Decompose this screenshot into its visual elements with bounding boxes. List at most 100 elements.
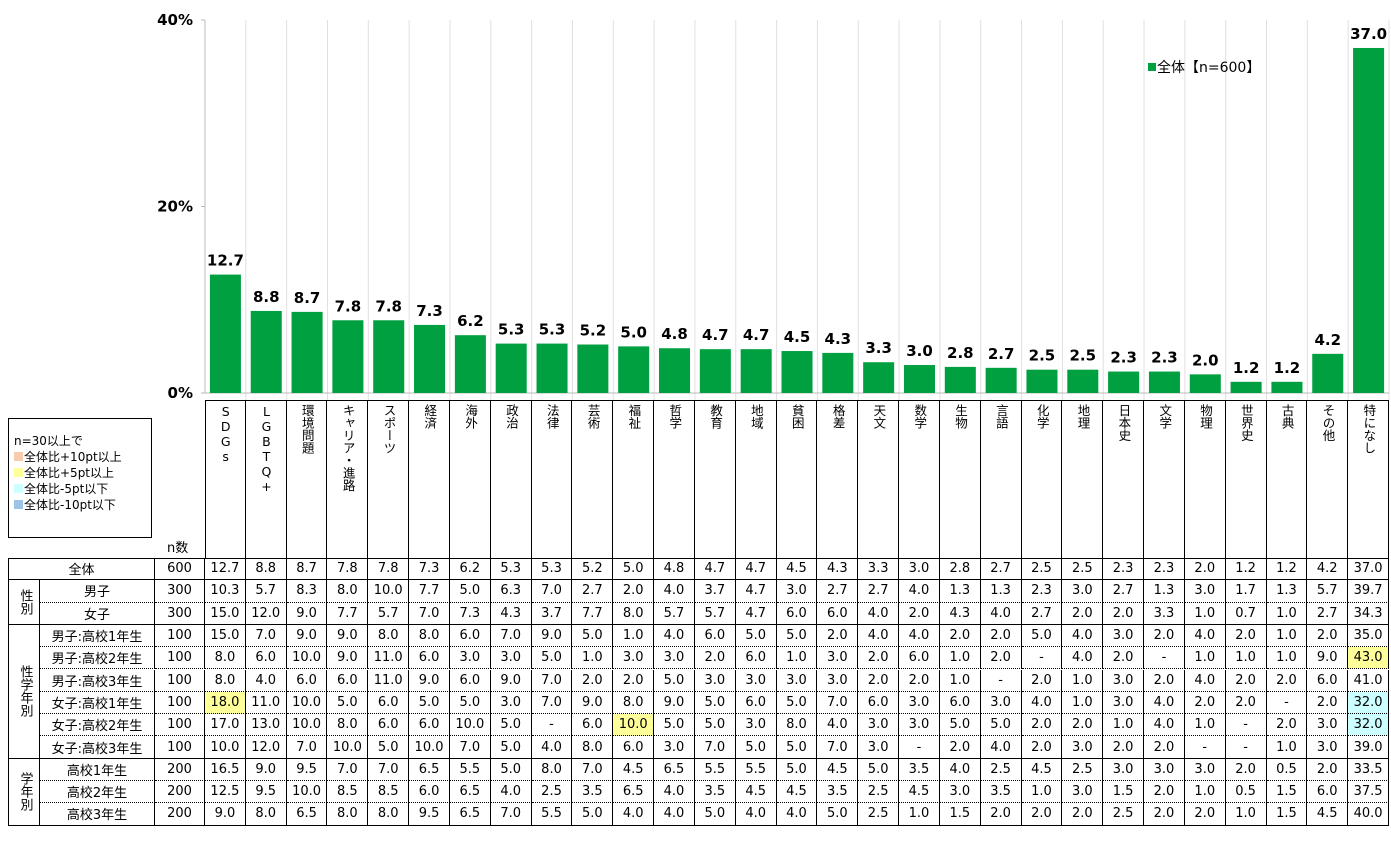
data-cell: 5.5 [694,758,736,781]
data-cell: 12.7 [205,558,246,581]
category-label: 文学 [1157,404,1173,429]
category-cell: 特になし [1348,400,1389,558]
data-cell: 5.0 [531,647,573,670]
data-cell: 8.0 [409,624,450,648]
value-label: 1.2 [1274,359,1301,377]
group-label: 性学年別 [17,665,33,718]
n-cell: 100 [155,669,205,692]
data-cell: 9.0 [1307,647,1349,670]
data-cell: 3.0 [1103,624,1145,648]
category-label: 地域 [748,404,764,429]
data-cell: 7.0 [368,758,410,781]
category-label: 哲学 [667,404,683,429]
data-cell: 7.7 [327,602,369,625]
data-cell: 6.5 [409,758,450,781]
data-cell: 10.0 [286,647,328,670]
data-cell: 2.0 [1144,624,1185,648]
category-cell: 世界史 [1226,400,1267,558]
data-cell: 5.0 [368,736,410,759]
data-cell: 33.5 [1348,758,1389,781]
data-cell: 8.0 [368,803,410,826]
data-cell: 7.7 [409,580,450,603]
category-cell: SDGs [205,400,246,558]
category-label: その他 [1320,404,1336,442]
legend-swatch [14,452,23,461]
n-cell: 100 [155,691,205,715]
data-cell: 6.3 [490,580,532,603]
data-cell: 4.0 [776,803,818,826]
data-cell: 7.8 [368,558,410,581]
value-label: 12.7 [207,252,244,270]
data-cell: 2.0 [1307,691,1349,715]
data-cell: 1.0 [1062,669,1104,692]
data-cell: 7.0 [286,736,328,759]
data-cell: 2.0 [1144,803,1185,826]
data-cell: 5.0 [654,714,695,737]
data-cell: 9.5 [286,758,328,781]
data-cell: 7.0 [694,736,736,759]
data-cell: 10.0 [613,714,655,737]
category-cell: その他 [1307,400,1349,558]
bar [944,366,976,393]
bar [291,311,323,393]
bar [577,344,609,393]
row-label: 男子:高校2年生 [40,647,155,670]
data-cell: 17.0 [205,714,246,737]
category-cell: 格差 [817,400,859,558]
data-cell: 2.5 [1103,803,1145,826]
row-label: 高校1年生 [40,758,155,781]
data-cell: 1.0 [1266,624,1308,648]
data-cell: 8.0 [572,736,614,759]
category-cell: キャリア・進路 [327,400,369,558]
data-cell: 8.0 [327,714,369,737]
data-cell: - [1266,691,1308,715]
data-cell: 7.7 [572,602,614,625]
data-cell: 6.0 [735,647,777,670]
value-label: 4.2 [1314,331,1341,349]
data-cell: 2.0 [1307,624,1349,648]
bar [903,365,935,393]
data-cell: 2.0 [1225,691,1267,715]
category-cell: 福祉 [613,400,655,558]
data-cell: 5.7 [245,580,287,603]
data-cell: 8.5 [368,781,410,804]
data-cell: 1.0 [572,647,614,670]
data-cell: 3.0 [1103,758,1145,781]
data-cell: 2.0 [1062,714,1104,737]
data-cell: 6.0 [286,669,328,692]
legend-swatch [14,484,23,493]
data-cell: 3.0 [1184,758,1226,781]
row-label: 女子 [40,602,155,625]
data-cell: 9.0 [286,624,328,648]
data-cell: 5.3 [531,558,573,581]
category-label: 法律 [544,404,560,429]
data-cell: 4.0 [1062,624,1104,648]
data-cell: 3.0 [654,736,695,759]
data-cell: 2.0 [1184,691,1226,715]
data-cell: 5.0 [980,714,1022,737]
data-cell: 2.0 [694,647,736,670]
value-label: 1.2 [1233,359,1260,377]
value-label: 4.7 [743,326,770,344]
data-cell: 3.0 [1062,580,1104,603]
bar [1189,374,1221,393]
legend-swatch [1148,63,1156,71]
bar [985,367,1017,393]
row-label: 女子:高校2年生 [40,714,155,737]
category-cell: 政治 [491,400,532,558]
data-cell: 4.5 [1307,803,1349,826]
data-cell: - [1225,736,1267,759]
bar [740,349,772,393]
data-cell: 2.0 [1103,647,1145,670]
category-label: 数学 [912,404,928,429]
data-cell: 4.0 [613,803,655,826]
data-cell: 37.5 [1348,781,1389,804]
data-cell: 2.0 [1184,803,1226,826]
data-cell: 1.5 [1266,781,1308,804]
data-cell: 2.0 [613,669,655,692]
legend-swatch [14,500,23,509]
data-cell: 4.0 [735,803,777,826]
row-label: 高校2年生 [40,781,155,804]
data-cell: 7.0 [449,736,491,759]
